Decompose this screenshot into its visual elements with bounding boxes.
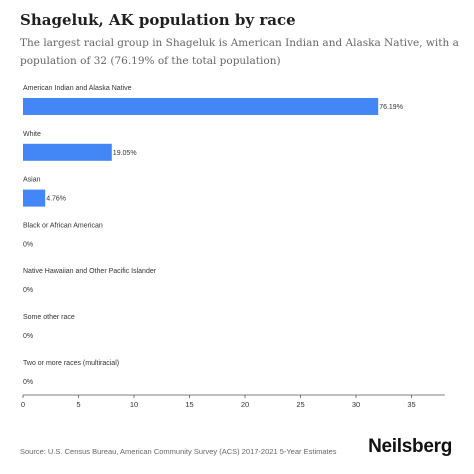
data-label: 0% (23, 241, 33, 248)
x-tick-label: 35 (407, 400, 415, 409)
x-tick-label: 30 (352, 400, 360, 409)
category-label: White (23, 131, 41, 138)
x-tick-label: 5 (76, 400, 80, 409)
chart-subtitle: The largest racial group in Shageluk is … (20, 37, 459, 67)
bar (23, 98, 379, 115)
category-label: Some other race (23, 314, 75, 321)
data-label: 76.19% (379, 104, 403, 111)
category-label: Asian (23, 177, 41, 184)
data-label: 0% (23, 333, 33, 340)
category-label: Two or more races (multiracial) (23, 360, 119, 367)
chart-title: Shageluk, AK population by race (20, 11, 296, 29)
x-tick-label: 10 (130, 400, 138, 409)
data-label: 0% (23, 287, 33, 294)
x-tick-label: 20 (241, 400, 249, 409)
data-label: 4.76% (46, 196, 66, 203)
category-label: Black or African American (23, 222, 103, 229)
bar (23, 189, 46, 207)
x-tick-label: 0 (21, 400, 25, 409)
category-label: Native Hawaiian and Other Pacific Island… (23, 268, 157, 275)
category-label: American Indian and Alaska Native (23, 85, 132, 92)
x-tick-label: 25 (296, 400, 304, 409)
bar (23, 143, 112, 161)
data-label: 19.05% (113, 150, 137, 157)
x-tick-label: 15 (185, 400, 193, 409)
source-note: Source: U.S. Census Bureau, American Com… (20, 447, 337, 456)
data-label: 0% (23, 379, 33, 386)
brand-logo: Neilsberg (368, 436, 452, 457)
